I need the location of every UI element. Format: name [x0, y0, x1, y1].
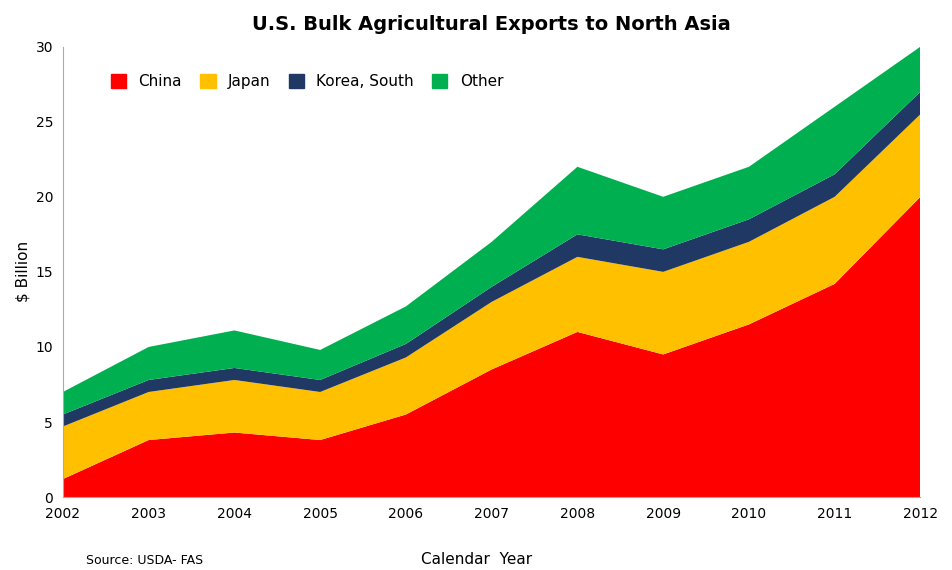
Legend: China, Japan, Korea, South, Other: China, Japan, Korea, South, Other	[105, 68, 508, 95]
Text: Source: USDA- FAS: Source: USDA- FAS	[86, 554, 203, 567]
Y-axis label: $ Billion: $ Billion	[15, 241, 30, 303]
Text: Calendar  Year: Calendar Year	[421, 552, 531, 567]
Title: U.S. Bulk Agricultural Exports to North Asia: U.S. Bulk Agricultural Exports to North …	[252, 15, 730, 34]
